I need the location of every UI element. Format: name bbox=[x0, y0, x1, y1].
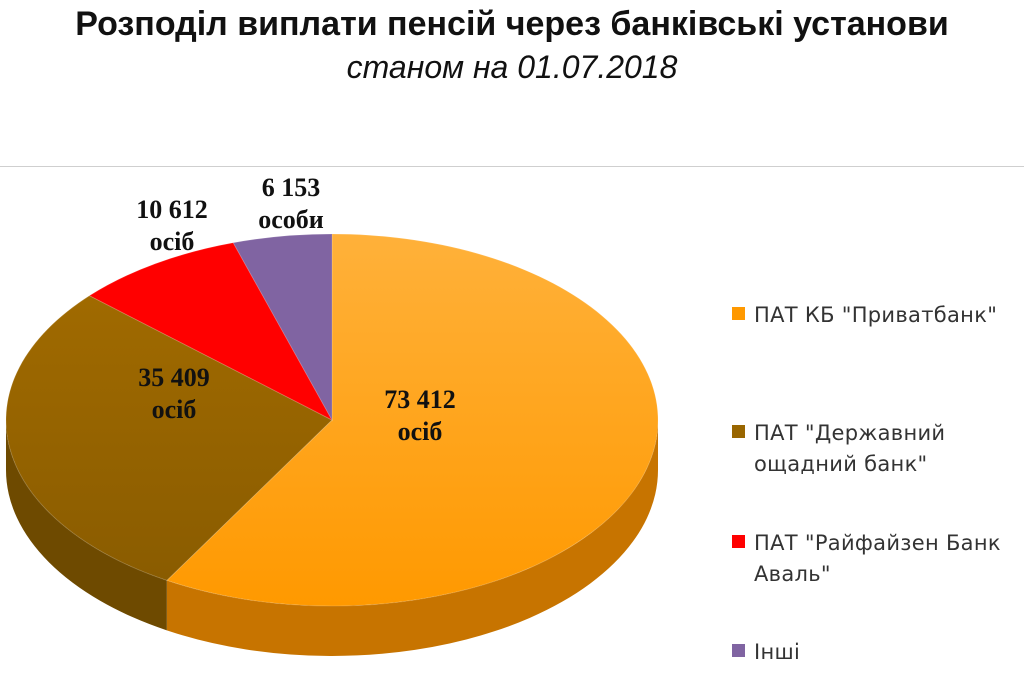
pie-slice-3 bbox=[232, 233, 333, 422]
data-label-1: 35 409 осіб bbox=[138, 363, 210, 424]
legend-label: Інші bbox=[754, 640, 801, 664]
pie-slice-1 bbox=[5, 295, 333, 581]
chart-title-block: Розподіл виплати пенсій через банківські… bbox=[0, 0, 1024, 86]
pie-sides bbox=[6, 420, 658, 656]
data-label-0: 73 412 осіб bbox=[384, 385, 456, 446]
legend-swatch bbox=[732, 644, 745, 657]
data-label-3: 6 153 особи bbox=[258, 173, 324, 234]
chart-subtitle: станом на 01.07.2018 bbox=[346, 49, 678, 85]
legend-label: ПАТ КБ "Приватбанк" bbox=[754, 303, 998, 327]
legend-swatch bbox=[732, 425, 745, 438]
pie-slices bbox=[5, 233, 659, 607]
divider bbox=[0, 166, 1024, 167]
chart-title: Розподіл виплати пенсій через банківські… bbox=[75, 5, 949, 43]
pie-slice-0 bbox=[165, 233, 659, 607]
legend-swatch bbox=[732, 307, 745, 320]
pie-data-labels: 73 412 осіб 35 409 осіб 10 612 осіб 6 153 особи bbox=[136, 173, 456, 446]
pie-side-1 bbox=[6, 420, 167, 631]
legend-label: ПАТ "Райфайзен Банк Аваль" bbox=[754, 531, 1001, 586]
pie-side-0 bbox=[166, 420, 658, 656]
legend-swatch bbox=[732, 535, 745, 548]
data-label-2: 10 612 осіб bbox=[136, 195, 208, 256]
pie-slice-2 bbox=[88, 242, 334, 422]
legend-label: ПАТ "Державний ощадний банк" bbox=[754, 421, 946, 476]
